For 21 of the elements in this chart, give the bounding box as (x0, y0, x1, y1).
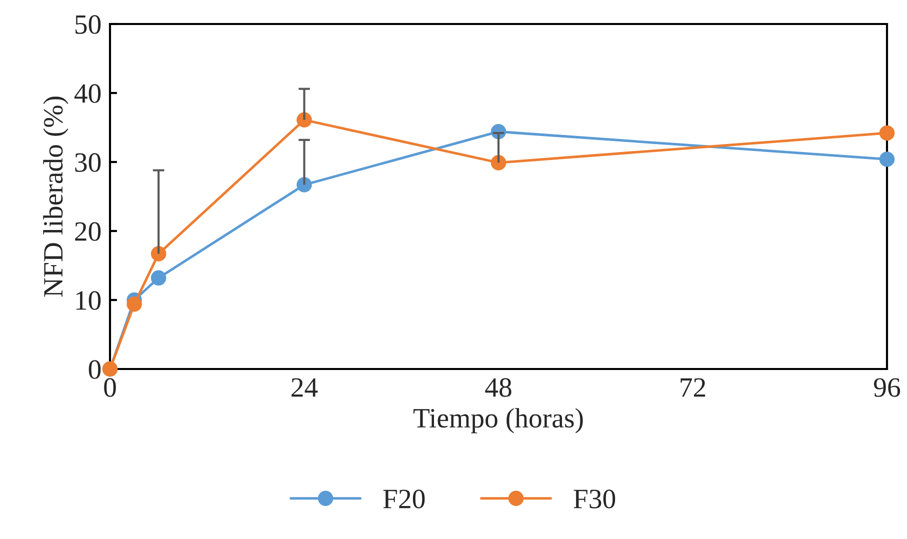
y-tick-label: 0 (88, 360, 101, 379)
y-tick-label: 40 (74, 84, 101, 103)
x-tick-label: 24 (292, 378, 318, 397)
y-tick-label: 20 (75, 222, 101, 241)
point (879, 152, 895, 167)
y-tick-label: 30 (75, 153, 101, 172)
y-tick-label: 50 (76, 15, 101, 34)
legend-label: F30 (574, 490, 616, 508)
point (879, 125, 895, 141)
x-tick-label: 72 (680, 378, 706, 397)
y-axis-title: NFD liberado (%) (43, 96, 68, 297)
legend-label: F20 (383, 490, 425, 508)
x-tick-label: 96 (874, 378, 900, 397)
x-tick-label: 0 (104, 378, 116, 397)
point (490, 155, 506, 170)
x-axis-title: Tiempo (horas) (413, 408, 583, 434)
x-tick-label: 48 (485, 378, 512, 397)
point (150, 270, 166, 286)
point (126, 296, 142, 312)
point (150, 246, 166, 262)
y-tick-label: 10 (76, 291, 101, 310)
